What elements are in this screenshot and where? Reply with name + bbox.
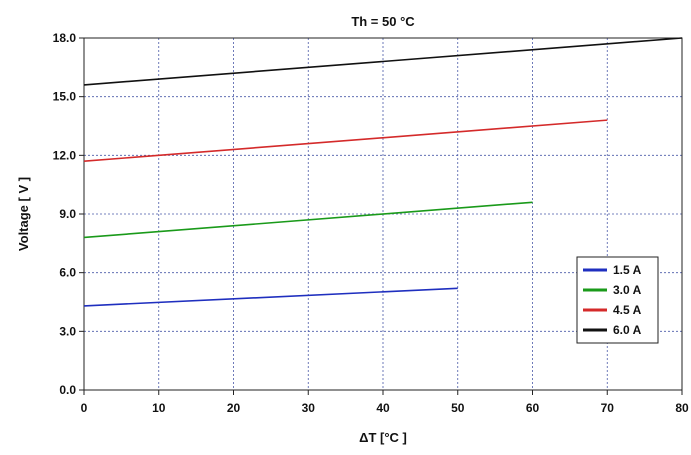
y-tick-label: 3.0 bbox=[59, 324, 76, 338]
series-line-3-0-a bbox=[83, 201, 533, 239]
y-tick-label: 15.0 bbox=[53, 90, 77, 104]
x-tick-label: 10 bbox=[152, 401, 166, 415]
x-tick-label: 50 bbox=[451, 401, 465, 415]
y-tick-label: 12.0 bbox=[53, 148, 77, 162]
legend-label: 1.5 A bbox=[613, 263, 642, 277]
series-lines bbox=[83, 37, 683, 307]
series-line-6-0-a bbox=[83, 37, 683, 86]
series-line-1-5-a bbox=[83, 287, 458, 307]
chart-title: Th = 50 °C bbox=[351, 14, 415, 29]
x-tick-label: 80 bbox=[675, 401, 689, 415]
y-tick-label: 9.0 bbox=[59, 207, 76, 221]
legend: 1.5 A 3.0 A 4.5 A 6.0 A bbox=[576, 256, 659, 344]
x-tick-label: 70 bbox=[601, 401, 615, 415]
x-tick-label: 40 bbox=[376, 401, 390, 415]
legend-label: 4.5 A bbox=[613, 303, 642, 317]
y-tick-label: 0.0 bbox=[59, 383, 76, 397]
legend-label: 6.0 A bbox=[613, 323, 642, 337]
y-axis-label: Voltage [ V ] bbox=[16, 177, 31, 251]
x-axis-label: ΔT [°C ] bbox=[359, 430, 407, 445]
x-tick-label: 30 bbox=[302, 401, 316, 415]
x-tick-label: 20 bbox=[227, 401, 241, 415]
series-line-4-5-a bbox=[83, 119, 608, 162]
x-tick-label: 0 bbox=[81, 401, 88, 415]
axis-ticks: 0 10 20 30 40 50 60 70 80 0.0 3.0 6.0 9.0 12.0 15.0 18.… bbox=[53, 31, 689, 415]
x-tick-label: 60 bbox=[526, 401, 540, 415]
legend-label: 3.0 A bbox=[613, 283, 642, 297]
y-tick-label: 18.0 bbox=[53, 31, 77, 45]
y-tick-label: 6.0 bbox=[59, 266, 76, 280]
